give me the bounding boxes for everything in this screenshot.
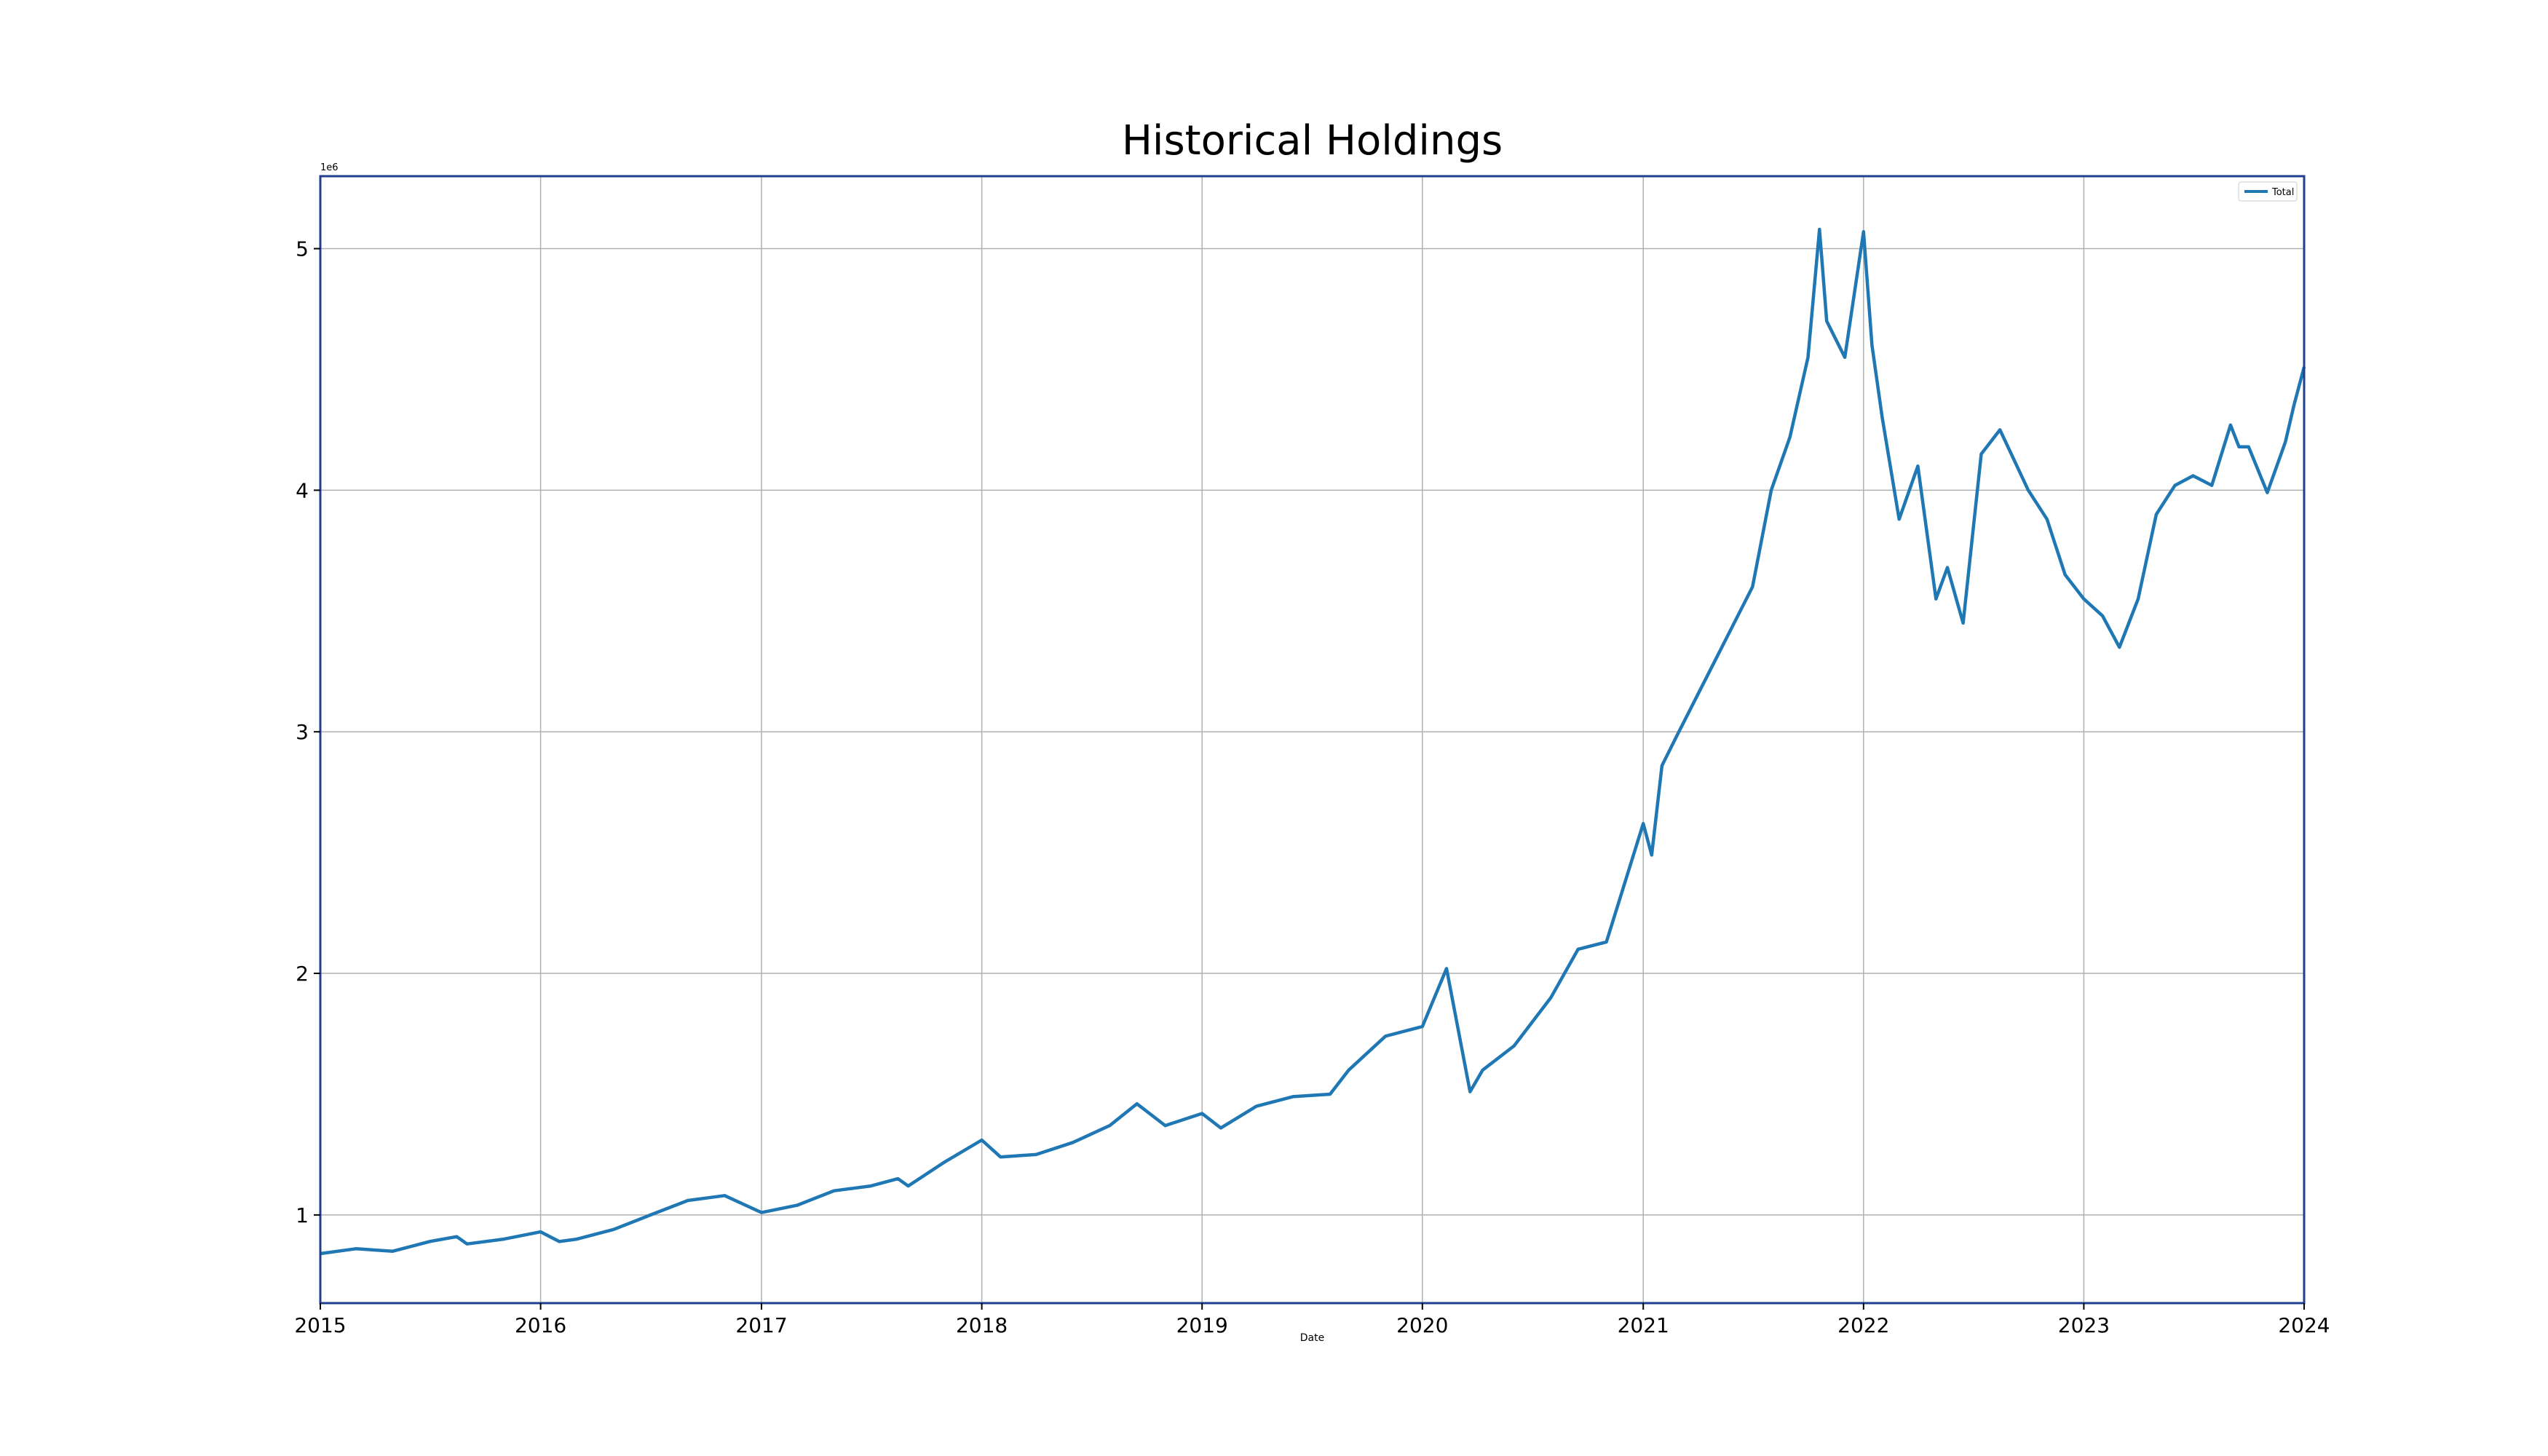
plot-frame [319,175,2306,1305]
x-axis: 2015 2016 2017 2018 2019 2020 2021 2022 2023 2024 [294,1303,2330,1337]
x-tick-label: 2017 [735,1313,787,1337]
x-axis-label: Date [1300,1332,1324,1344]
legend: Total [2238,181,2298,202]
x-tick-label: 2018 [956,1313,1008,1337]
y-tick-label: 1 [296,1203,309,1227]
x-tick-label: 2023 [2058,1313,2110,1337]
x-tick-label: 2019 [1176,1313,1228,1337]
y-tick-label: 4 [296,478,309,502]
x-tick-label: 2021 [1618,1313,1669,1337]
y-tick-label: 3 [296,720,309,744]
y-tick-label: 2 [296,962,309,986]
grid [320,176,2305,1303]
series-layer [320,227,2306,1256]
legend-label-total: Total [2271,187,2294,198]
x-tick-label: 2020 [1396,1313,1448,1337]
chart-title: Historical Holdings [1122,117,1503,165]
y-tick-label: 5 [296,237,309,261]
x-tick-label: 2024 [2278,1313,2330,1337]
y-axis: 1 2 3 4 5 [296,237,320,1227]
y-axis-offset-label: 1e6 [320,162,339,173]
series-line-total [320,227,2306,1256]
x-tick-label: 2022 [1837,1313,1889,1337]
x-tick-label: 2016 [515,1313,566,1337]
x-tick-label: 2015 [294,1313,346,1337]
